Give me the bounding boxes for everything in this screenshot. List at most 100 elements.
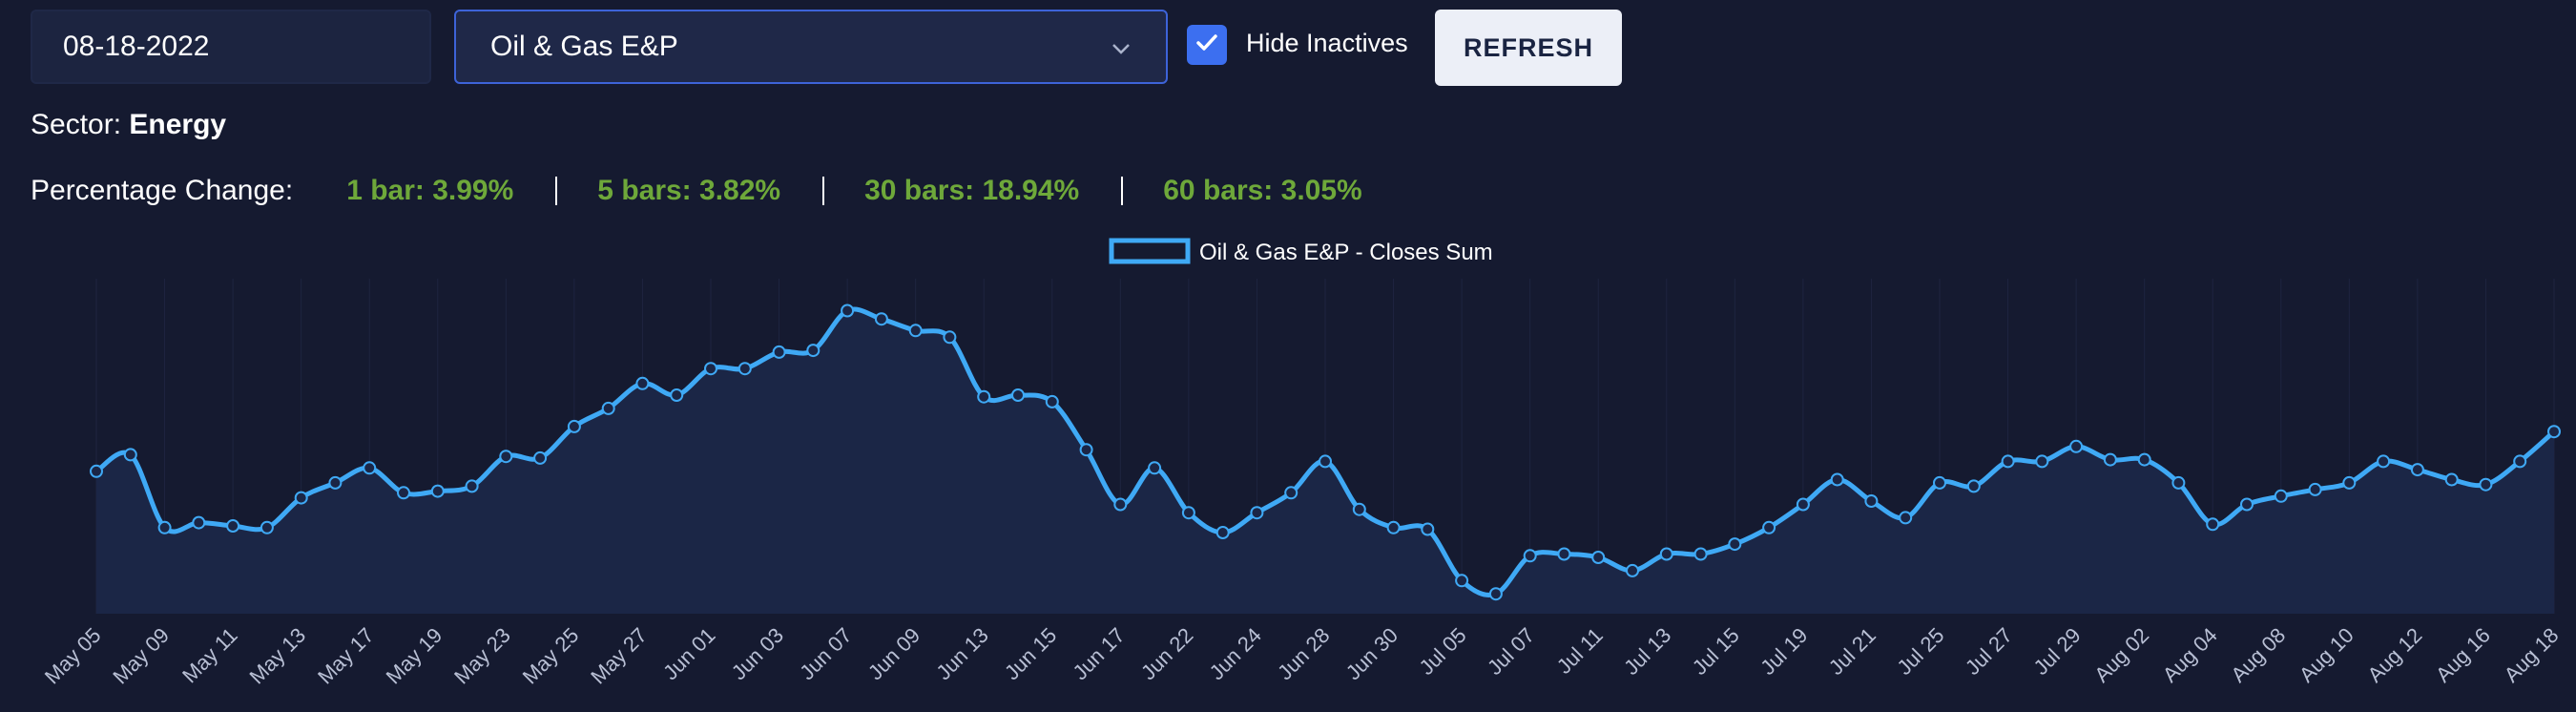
data-point[interactable] xyxy=(2171,475,2186,490)
data-point[interactable] xyxy=(1148,461,1162,475)
data-point[interactable] xyxy=(157,520,172,534)
data-point[interactable] xyxy=(1864,494,1879,508)
data-point[interactable] xyxy=(1659,547,1673,561)
data-point[interactable] xyxy=(2547,425,2561,439)
data-point[interactable] xyxy=(806,344,821,358)
data-point[interactable] xyxy=(635,376,650,390)
data-point[interactable] xyxy=(1215,526,1230,539)
data-point[interactable] xyxy=(1728,537,1742,552)
data-point[interactable] xyxy=(737,362,752,376)
x-tick-label: May 09 xyxy=(108,623,174,689)
data-point[interactable] xyxy=(192,515,206,530)
sector-select[interactable]: Oil & Gas E&P xyxy=(454,10,1168,84)
data-point[interactable] xyxy=(90,464,103,478)
data-point[interactable] xyxy=(226,519,240,533)
data-point[interactable] xyxy=(2240,497,2254,512)
data-point[interactable] xyxy=(499,450,513,464)
data-point[interactable] xyxy=(1933,475,1946,490)
data-point[interactable] xyxy=(1011,388,1025,402)
data-point[interactable] xyxy=(294,491,308,505)
separator xyxy=(555,177,558,205)
data-point[interactable] xyxy=(2377,454,2391,469)
data-point[interactable] xyxy=(1693,547,1708,561)
data-point[interactable] xyxy=(2137,452,2151,467)
data-point[interactable] xyxy=(2342,475,2357,490)
x-tick-label: May 17 xyxy=(313,623,379,689)
legend[interactable]: Oil & Gas E&P - Closes Sum xyxy=(1109,238,1493,265)
x-tick-label: Jul 29 xyxy=(2028,623,2085,680)
separator xyxy=(822,177,825,205)
data-point[interactable] xyxy=(465,479,479,493)
data-point[interactable] xyxy=(2035,454,2049,469)
data-point[interactable] xyxy=(2479,477,2493,492)
separator xyxy=(1121,177,1124,205)
data-point[interactable] xyxy=(841,304,855,318)
data-point[interactable] xyxy=(1319,454,1332,469)
x-tick-label: Jul 21 xyxy=(1824,623,1880,680)
x-tick-label: Jun 17 xyxy=(1068,623,1129,684)
pct-1-bar: 1 bar: 3.99% xyxy=(346,175,514,206)
sector-select-value: Oil & Gas E&P xyxy=(490,31,678,62)
data-point[interactable] xyxy=(2103,452,2117,467)
data-point[interactable] xyxy=(772,345,786,359)
chevron-down-icon xyxy=(1111,31,1132,63)
date-input[interactable]: 08-18-2022 xyxy=(31,10,431,84)
data-point[interactable] xyxy=(1762,520,1776,534)
data-point[interactable] xyxy=(1899,511,1913,525)
data-point[interactable] xyxy=(2410,463,2424,477)
data-point[interactable] xyxy=(2308,482,2322,496)
data-point[interactable] xyxy=(1455,574,1469,588)
data-point[interactable] xyxy=(1250,506,1264,520)
data-point[interactable] xyxy=(2001,454,2015,469)
data-point[interactable] xyxy=(1488,587,1503,601)
data-point[interactable] xyxy=(567,419,581,433)
data-point[interactable] xyxy=(1352,502,1366,516)
refresh-button[interactable]: REFRESH xyxy=(1435,10,1622,86)
data-point[interactable] xyxy=(1386,520,1401,534)
data-point[interactable] xyxy=(1284,486,1298,500)
data-point[interactable] xyxy=(2274,489,2288,503)
date-value: 08-18-2022 xyxy=(63,31,210,62)
data-point[interactable] xyxy=(977,389,991,404)
data-point[interactable] xyxy=(1181,506,1195,520)
x-tick-label: Jun 13 xyxy=(931,623,992,684)
data-point[interactable] xyxy=(704,362,717,376)
hide-inactives-label[interactable]: Hide Inactives xyxy=(1246,29,1408,57)
data-point[interactable] xyxy=(363,461,377,475)
data-point[interactable] xyxy=(2444,472,2459,487)
data-point[interactable] xyxy=(943,330,957,345)
data-point[interactable] xyxy=(670,388,684,402)
x-tick-label: Aug 08 xyxy=(2226,623,2290,687)
data-point[interactable] xyxy=(1421,522,1435,536)
data-point[interactable] xyxy=(1523,549,1537,563)
data-point[interactable] xyxy=(397,486,410,500)
x-tick-label: Aug 16 xyxy=(2431,623,2495,687)
data-point[interactable] xyxy=(1796,497,1810,512)
pct-60-bars: 60 bars: 3.05% xyxy=(1163,175,1362,206)
x-tick-label: Jul 07 xyxy=(1483,623,1539,680)
data-point[interactable] xyxy=(1113,497,1128,512)
hide-inactives-checkbox[interactable] xyxy=(1187,25,1227,65)
data-point[interactable] xyxy=(1830,472,1844,487)
x-tick-label: Jul 27 xyxy=(1961,623,2017,680)
data-point[interactable] xyxy=(1557,547,1571,561)
data-point[interactable] xyxy=(2206,517,2220,532)
data-point[interactable] xyxy=(2069,439,2084,453)
data-point[interactable] xyxy=(123,448,137,462)
x-tick-label: May 05 xyxy=(40,623,106,689)
data-point[interactable] xyxy=(1966,479,1981,493)
data-point[interactable] xyxy=(601,401,615,415)
data-point[interactable] xyxy=(533,450,548,465)
data-point[interactable] xyxy=(328,475,343,490)
data-point[interactable] xyxy=(1626,563,1639,577)
x-axis-ticks: May 05 May 09 May 11 May 13 May 17 May 19 May … xyxy=(40,623,2564,689)
data-point[interactable] xyxy=(908,324,923,338)
data-point[interactable] xyxy=(1045,394,1059,408)
data-point[interactable] xyxy=(260,520,274,534)
data-point[interactable] xyxy=(874,312,888,326)
data-point[interactable] xyxy=(2513,454,2527,469)
data-point[interactable] xyxy=(430,484,445,498)
data-point[interactable] xyxy=(1079,443,1093,457)
x-tick-label: Jun 22 xyxy=(1136,623,1197,684)
data-point[interactable] xyxy=(1591,551,1606,564)
